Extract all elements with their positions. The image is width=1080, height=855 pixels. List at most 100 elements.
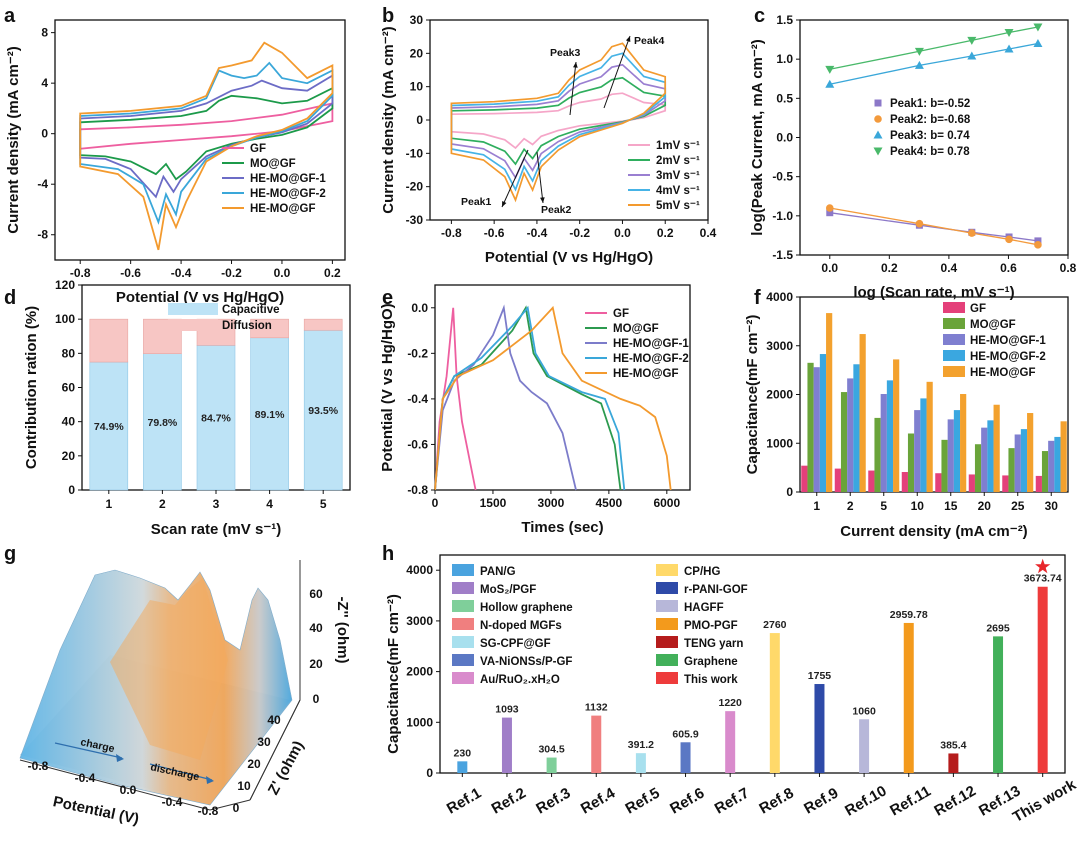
legend-label: Diffusion: [222, 320, 272, 332]
y-tick-label: 100: [55, 312, 75, 326]
bar-MO@GF: [840, 392, 848, 492]
legend-swatch: [452, 582, 474, 594]
legend-swatch: [943, 366, 965, 377]
x-axis-label: Potential (V vs Hg/HgO): [485, 249, 653, 266]
bar-HE-MO@GF-1: [880, 394, 887, 492]
y-tick-label: 1000: [406, 715, 433, 729]
x-tick-label: 1: [105, 497, 112, 511]
bar-MO@GF: [907, 433, 915, 492]
y-tick-label: 1.5: [776, 13, 793, 27]
z-tick-label: 60: [309, 587, 323, 601]
y-tick-label: 4: [41, 76, 48, 90]
bar-value-label: 230: [454, 747, 472, 759]
legend-label: Peak2: b=-0.68: [890, 114, 971, 126]
y-tick-label: 0: [233, 801, 240, 815]
gcd-curve-HE-MO@GF: [434, 305, 672, 491]
x-tick-label: 15: [944, 499, 958, 513]
legend-label: HE-MO@GF-1: [970, 335, 1046, 347]
x-tick-label: 3000: [538, 496, 565, 510]
bar-HE-MO@GF: [993, 404, 1000, 492]
bar-Ref.8: [769, 633, 780, 773]
x-tick-label: -0.4: [75, 771, 96, 785]
bar-HE-MO@GF-2: [920, 398, 927, 492]
data-point: [826, 209, 834, 217]
y-tick-label: 2000: [406, 665, 433, 679]
x-tick-label: 0.2: [881, 261, 898, 275]
bar-Ref.3: [546, 757, 557, 773]
y-tick-label: 3000: [766, 339, 793, 353]
y-tick-label: 0: [416, 113, 423, 127]
bar-Ref.5: [635, 753, 646, 773]
legend-swatch: [656, 636, 678, 648]
x-axis-edge: [19, 759, 251, 811]
bar-GF: [801, 465, 808, 492]
surface-orange-band: [110, 578, 228, 760]
panel-letter-d: d: [4, 287, 16, 309]
x-tick-label: 30: [1045, 499, 1059, 513]
legend-label: PMO-PGF: [684, 620, 738, 632]
y-tick-label: -1.0: [772, 209, 793, 223]
legend-swatch: [943, 302, 965, 313]
y-tick-label: 1.0: [776, 52, 793, 66]
y-axis-label: Contribution ration (%): [23, 306, 40, 469]
legend-label: TENG yarn: [684, 638, 743, 650]
y-axis-label: Z' (ohm): [265, 738, 308, 798]
legend-label: SG-CPF@GF: [480, 638, 551, 650]
bar-diffusion: [303, 318, 343, 331]
x-axis-label: Potential (V vs Hg/HgO): [116, 289, 284, 306]
bar-GF: [868, 470, 875, 492]
legend-label: Graphene: [684, 656, 738, 668]
x-tick-label: 1: [813, 499, 820, 513]
x-tick-label: Ref.6: [667, 785, 707, 818]
bar-MO@GF: [941, 439, 948, 492]
x-tick-label: -0.8: [28, 759, 49, 773]
x-tick-label: -0.4: [527, 226, 548, 240]
bar-data-label: 89.1%: [255, 409, 285, 421]
data-point: [967, 51, 977, 60]
bar-data-label: 74.9%: [94, 421, 124, 433]
y-tick-label: 80: [62, 346, 76, 360]
x-tick-label: Ref.9: [801, 785, 841, 818]
bar-HE-MO@GF-2: [819, 354, 827, 492]
x-tick-label: 10: [911, 499, 925, 513]
arrow-line: [569, 61, 577, 116]
bar-HE-MO@GF-1: [1014, 434, 1021, 492]
x-tick-label: 0.8: [1060, 261, 1077, 275]
bar-HE-MO@GF: [859, 334, 866, 492]
cv-curve-5mV s⁻¹: [450, 42, 667, 203]
bar-MO@GF: [874, 417, 881, 492]
bar-GF: [834, 468, 841, 492]
arrow-head: [573, 62, 578, 68]
x-tick-label: -0.8: [441, 226, 462, 240]
y-tick-label: 60: [62, 381, 76, 395]
data-point: [1033, 39, 1043, 47]
data-point: [914, 60, 924, 69]
data-point: [1004, 29, 1014, 38]
legend-swatch: [452, 654, 474, 666]
legend-swatch: [943, 334, 965, 345]
legend-label: N-doped MGFs: [480, 620, 562, 632]
bar-value-label: 1060: [852, 705, 876, 717]
legend-label: 3mV s⁻¹: [656, 170, 700, 182]
x-tick-label: Ref.10: [842, 782, 889, 819]
arrow-line: [501, 149, 529, 208]
y-tick-label: 0.0: [411, 301, 428, 315]
y-tick-label: -4: [37, 177, 48, 191]
bar-HE-MO@GF-2: [886, 380, 894, 492]
y-tick-label: 1000: [766, 436, 793, 450]
legend-label: Capacitive: [222, 304, 280, 316]
charge-arrow-head: [116, 754, 124, 762]
x-tick-label: Ref.11: [887, 783, 934, 820]
bar-capacitive: [196, 345, 236, 491]
data-point: [1034, 241, 1042, 249]
x-tick-label: Ref.7: [712, 785, 752, 818]
legend-swatch: [656, 654, 678, 666]
panel-letter-a: a: [4, 5, 16, 27]
y-axis-label: Capacitance(mF cm⁻²): [744, 315, 761, 475]
x-tick-label: 0.2: [324, 266, 341, 280]
bar-HE-MO@GF: [826, 313, 833, 492]
x-tick-label: -0.6: [484, 226, 505, 240]
bar-Ref.4: [591, 715, 602, 773]
legend-swatch: [452, 564, 474, 576]
bar-HE-MO@GF: [893, 359, 900, 492]
